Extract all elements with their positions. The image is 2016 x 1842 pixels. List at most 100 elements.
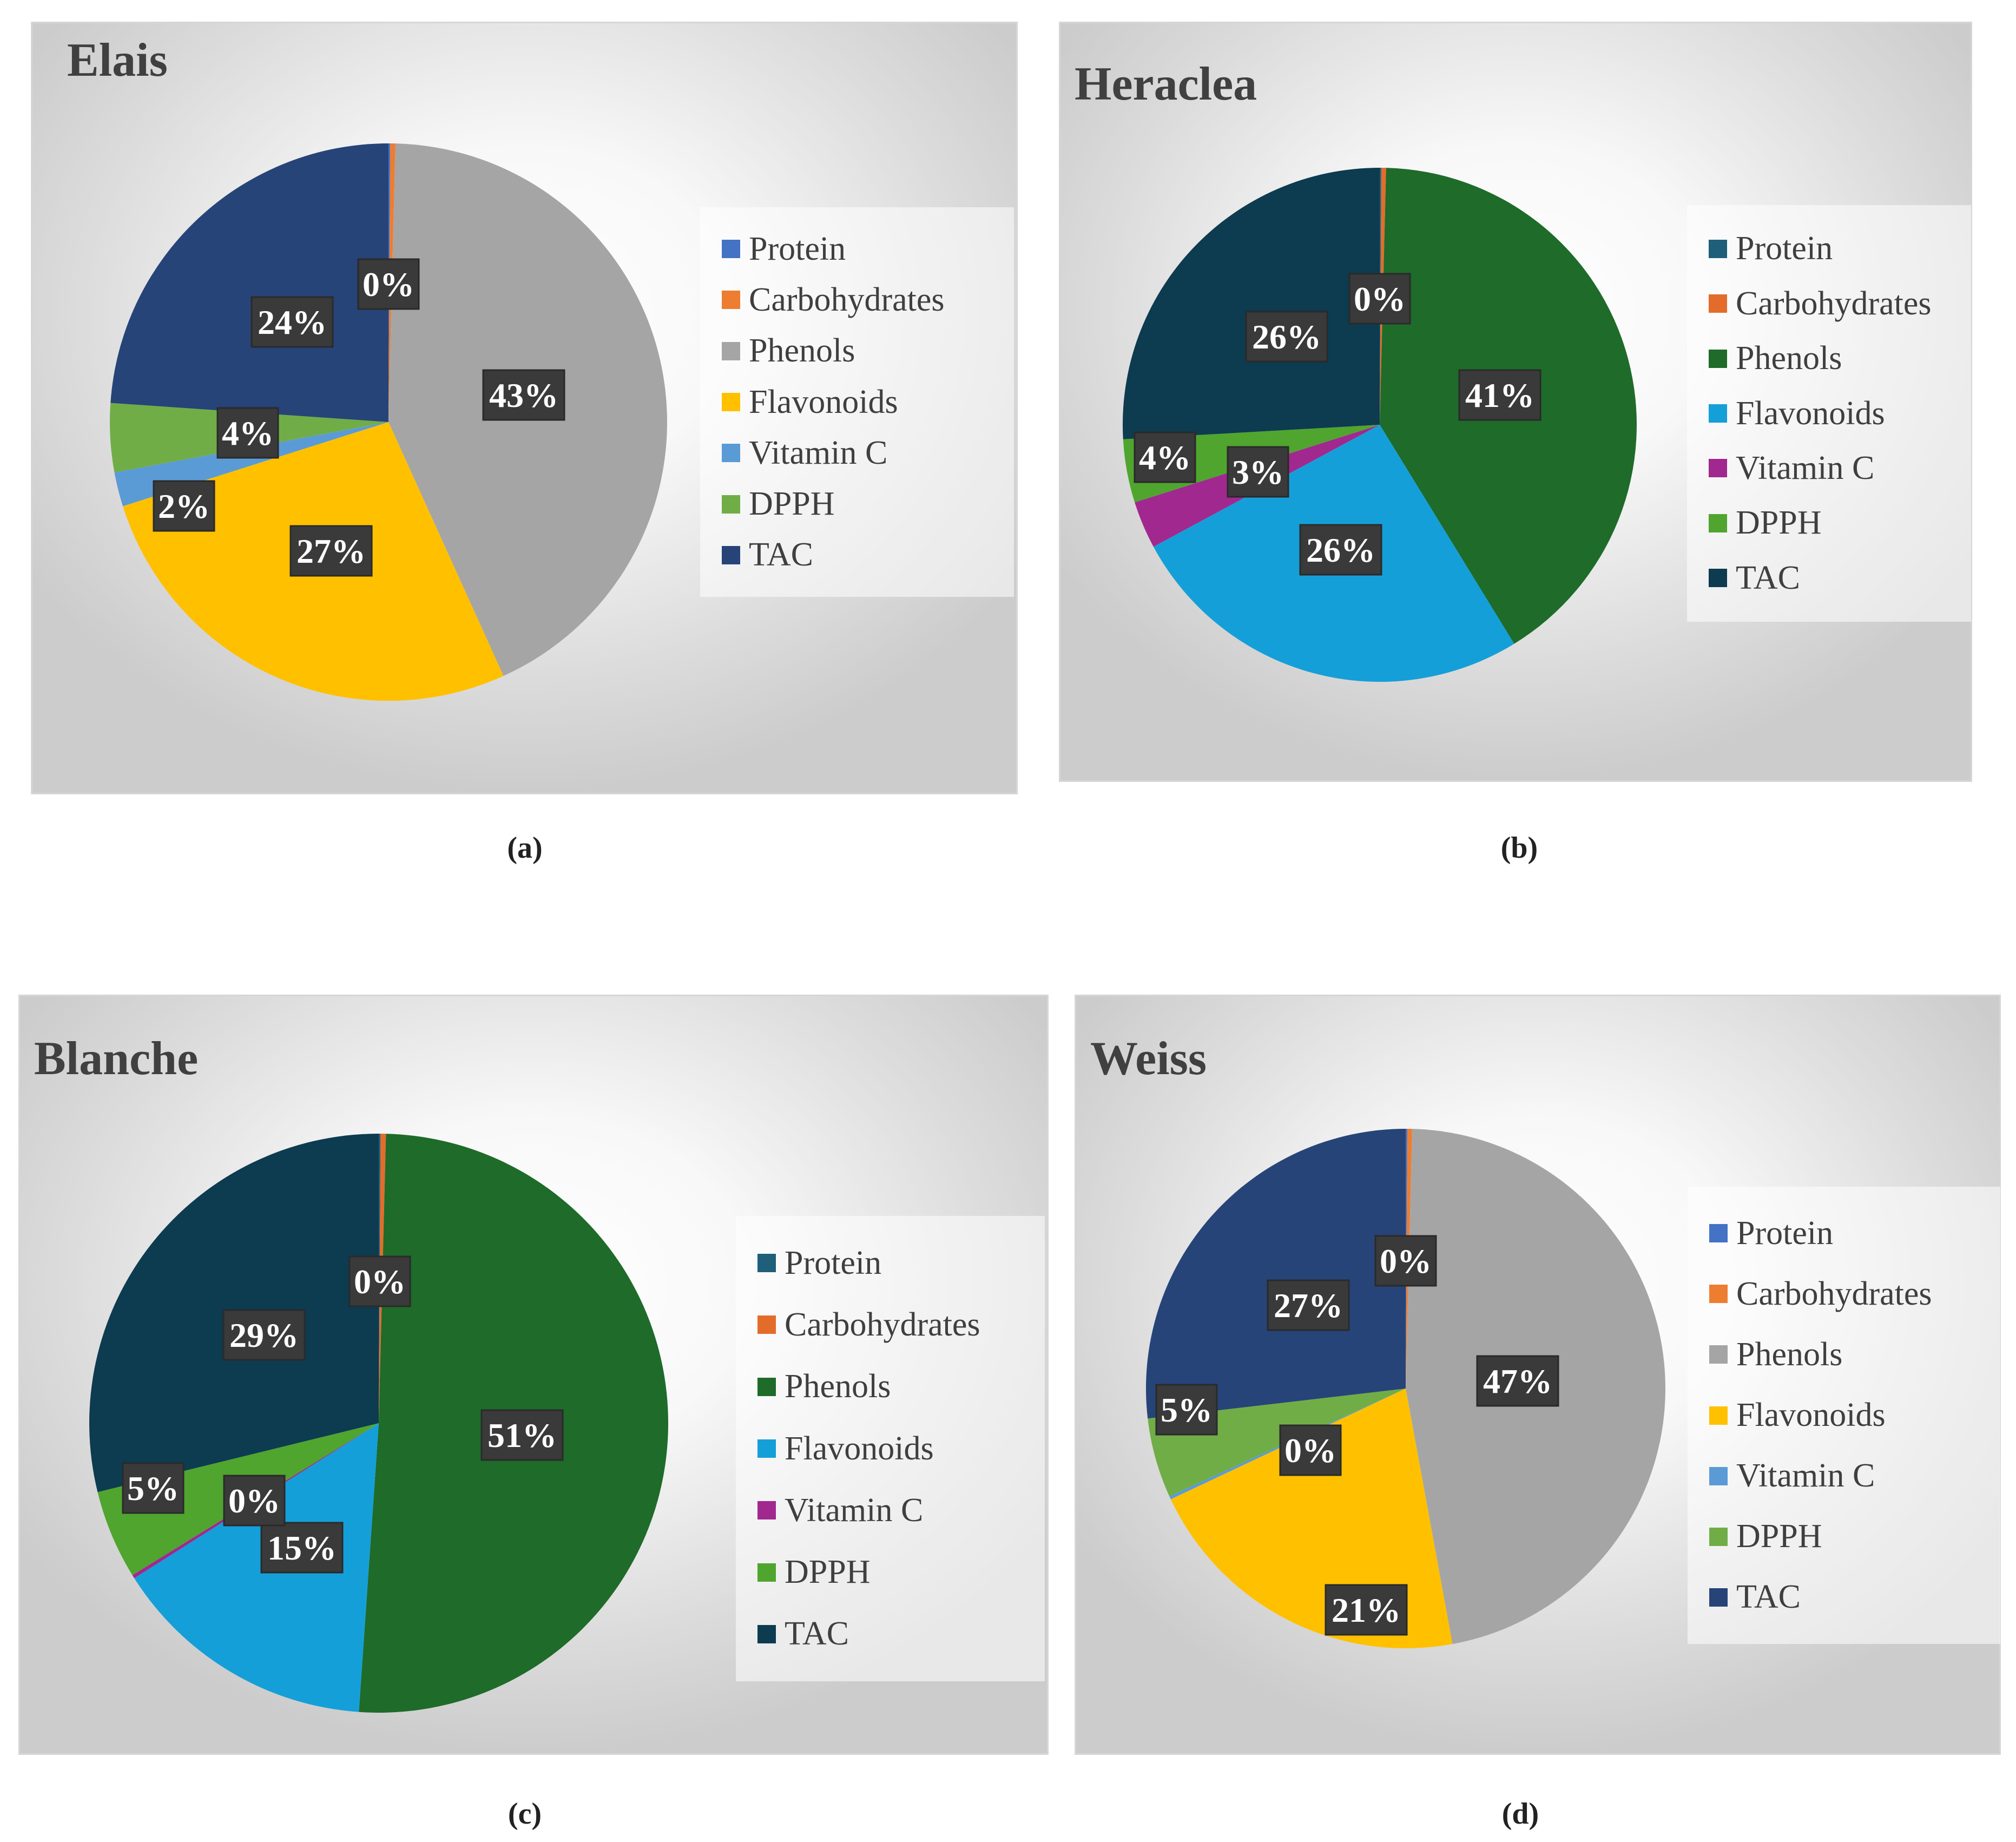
legend-label: Protein [1736,230,1833,267]
legend-label: Protein [785,1244,882,1281]
legend-item: Carbohydrates [1709,1275,1932,1312]
legend-item: Protein [757,1244,882,1281]
legend-label: Phenols [785,1368,891,1405]
legend-swatch [722,495,740,514]
legend-swatch [722,545,740,564]
chart-title: Weiss [1090,1032,1207,1085]
legend-swatch [757,1624,776,1643]
legend-item: Flavonoids [1709,394,1885,432]
legend-item: Vitamin C [757,1491,924,1529]
legend-item: Vitamin C [1709,450,1874,486]
legend-item: DPPH [757,1554,871,1591]
legend-label: TAC [1736,559,1801,596]
legend-label: Phenols [1736,340,1842,377]
legend-item: Protein [722,230,846,267]
legend-swatch [1709,349,1727,368]
legend-swatch [1709,1345,1728,1364]
legend-swatch [722,341,740,360]
legend-label: TAC [1736,1578,1801,1616]
panel-caption: (c) [508,1797,542,1831]
legend-item: Vitamin C [1709,1457,1875,1495]
legend-label: Carbohydrates [1736,285,1932,322]
legend-item: Carbohydrates [722,281,945,318]
legend-label: Carbohydrates [749,281,945,318]
legend-label: Flavonoids [1736,1397,1886,1433]
legend-item: Vitamin C [722,434,888,471]
legend-swatch [1709,1285,1728,1304]
legend-swatch [1709,1224,1728,1243]
chart-panel-blanche: Blanche Protein Carbohydrates Phenols Flavo… [18,995,1049,1755]
legend-label: TAC [749,536,814,574]
legend-item: Phenols [757,1368,891,1405]
legend-swatch [757,1377,776,1396]
legend-item: Carbohydrates [757,1306,980,1343]
legend-item: DPPH [1709,1518,1822,1555]
legend-label: Vitamin C [1736,1457,1875,1495]
legend-item: TAC [722,536,814,574]
legend-label: Carbohydrates [1736,1275,1932,1312]
legend-swatch [757,1254,776,1273]
legend-label: DPPH [785,1554,871,1591]
chart-panel-heraclea: Heraclea Protein Carbohydrates Phenols Flav… [1059,22,1972,782]
legend: Protein Carbohydrates Phenols Flavonoids Vit… [1688,1187,2000,1644]
legend-label: Phenols [1736,1336,1843,1373]
panel-caption: (d) [1501,1797,1539,1831]
legend-item: Flavonoids [722,384,898,420]
legend-swatch [1709,569,1727,588]
chart-title: Elais [67,34,168,87]
legend: Protein Carbohydrates Phenols Flavonoids Vit… [736,1216,1045,1681]
legend-swatch [1709,404,1727,423]
legend-label: Flavonoids [785,1430,934,1467]
legend-swatch [1709,514,1727,532]
legend-item: DPPH [722,485,835,523]
legend-item: DPPH [1709,504,1822,542]
legend-swatch [722,444,740,463]
legend-item: TAC [1709,1578,1801,1616]
legend-item: TAC [757,1615,849,1653]
legend-label: DPPH [1736,1518,1822,1555]
legend-item: TAC [1709,559,1801,596]
chart-title: Blanche [34,1032,199,1085]
legend-label: Vitamin C [749,434,888,471]
legend-item: Carbohydrates [1709,285,1932,322]
chart-panel-weiss: Weiss Protein Carbohydrates Phenols Flavono… [1075,995,2001,1755]
chart-panel-elais: Elais Protein Carbohydrates Phenols Flavono… [31,22,1018,794]
legend-swatch [722,393,740,411]
legend-label: Protein [1736,1214,1834,1252]
legend-label: Vitamin C [1736,449,1875,486]
legend-swatch [1709,1466,1728,1485]
legend-label: Flavonoids [749,383,898,420]
legend-swatch [722,240,740,259]
panel-caption: (b) [1500,831,1538,865]
legend-swatch [1709,294,1727,313]
legend: Protein Carbohydrates Phenols Flavonoids Vit… [1687,205,1971,622]
legend-swatch [1709,1527,1728,1546]
legend: Protein Carbohydrates Phenols Flavonoids Vit… [700,207,1014,597]
legend-label: Vitamin C [785,1491,924,1529]
legend-swatch [1709,1406,1728,1425]
legend-item: Phenols [722,332,855,370]
legend-label: Protein [749,230,846,267]
panel-caption: (a) [507,831,543,865]
chart-title: Heraclea [1075,58,1257,110]
legend-label: DPPH [749,485,835,523]
legend-item: Phenols [1709,340,1842,377]
legend-item: Protein [1709,230,1833,267]
legend-label: TAC [785,1615,849,1653]
legend-label: DPPH [1736,504,1822,542]
legend-item: Flavonoids [757,1430,934,1467]
legend-swatch [757,1563,776,1582]
legend-label: Flavonoids [1736,394,1885,432]
legend-swatch [1709,239,1727,258]
legend-item: Phenols [1709,1336,1843,1373]
legend-swatch [757,1439,776,1458]
legend-label: Carbohydrates [785,1306,980,1343]
legend-swatch [757,1315,776,1334]
legend-swatch [1709,459,1727,478]
legend-label: Phenols [749,332,855,370]
legend-item: Protein [1709,1215,1833,1252]
legend-swatch [722,291,740,310]
legend-item: Flavonoids [1709,1397,1886,1433]
legend-swatch [1709,1588,1728,1607]
legend-swatch [757,1501,776,1520]
